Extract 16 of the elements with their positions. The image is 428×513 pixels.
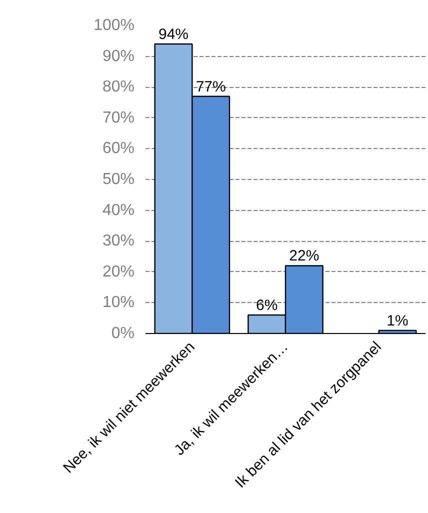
data-label: 94% — [158, 26, 189, 43]
y-tick-label: 40% — [102, 202, 135, 219]
data-label: 6% — [256, 297, 278, 314]
y-tick-label: 70% — [102, 109, 135, 126]
data-label: 77% — [196, 78, 226, 96]
y-tick-label: 10% — [102, 294, 135, 312]
y-tick-label: 50% — [102, 171, 135, 188]
y-tick-label: 100% — [94, 17, 134, 34]
data-label: 22% — [289, 248, 320, 265]
y-tick-label: 0% — [111, 325, 134, 342]
data-label: 1% — [386, 312, 408, 330]
y-tick-label: 60% — [102, 140, 135, 158]
y-tick-label: 80% — [102, 78, 135, 96]
y-tick-label: 20% — [102, 263, 135, 280]
y-tick-label: 90% — [102, 48, 135, 65]
y-tick-label: 30% — [102, 232, 135, 250]
